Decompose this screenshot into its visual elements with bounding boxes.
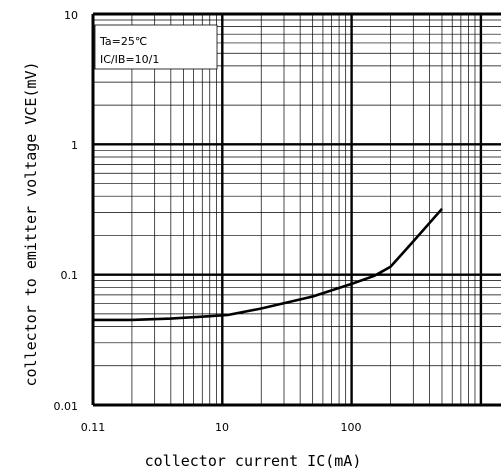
series-layer — [93, 207, 443, 322]
legend-temperature: Ta=25℃ — [99, 35, 147, 48]
legend-ratio: IC/IB=10/1 — [100, 53, 159, 66]
series-line — [93, 207, 443, 322]
x-tick-label: 10 — [215, 421, 229, 434]
y-tick-label: 0.01 — [54, 400, 79, 413]
legend-box — [94, 24, 218, 70]
x-tick-label: 0.11 — [81, 421, 106, 434]
y-tick-label: 0.1 — [61, 269, 79, 282]
grid-minor — [93, 14, 501, 405]
y-tick-label: 1 — [71, 139, 78, 152]
y-tick-label: 10 — [64, 9, 78, 22]
legend: Ta=25℃ IC/IB=10/1 — [94, 24, 218, 70]
x-axis-label: collector current IC(mA) — [145, 452, 362, 470]
y-axis-label: collector to emitter voltage VCE(mV) — [22, 61, 40, 386]
x-tick-label: 100 — [341, 421, 362, 434]
grid-major — [91, 12, 501, 407]
